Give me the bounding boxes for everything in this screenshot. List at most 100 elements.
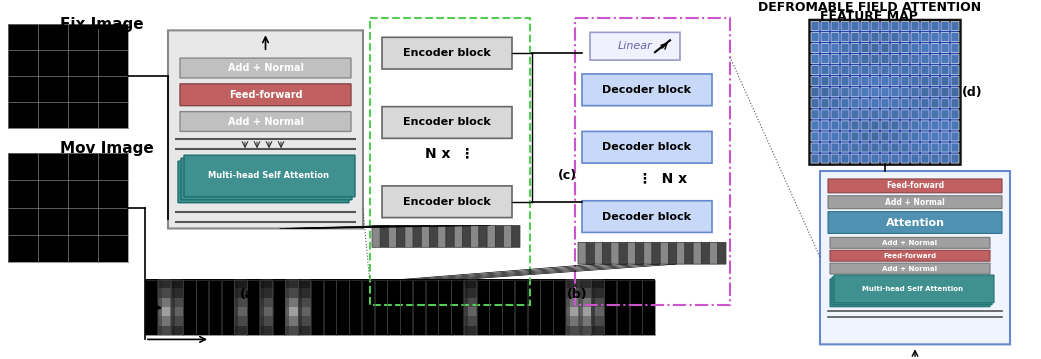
FancyBboxPatch shape xyxy=(881,99,889,108)
FancyBboxPatch shape xyxy=(931,33,939,42)
Text: positional encoding: positional encoding xyxy=(614,268,689,277)
FancyBboxPatch shape xyxy=(512,225,520,247)
FancyBboxPatch shape xyxy=(850,43,859,53)
FancyBboxPatch shape xyxy=(372,225,380,247)
FancyBboxPatch shape xyxy=(811,88,819,97)
FancyBboxPatch shape xyxy=(902,77,909,86)
FancyBboxPatch shape xyxy=(861,55,869,64)
Text: Add + Normal: Add + Normal xyxy=(228,63,304,73)
FancyBboxPatch shape xyxy=(911,110,919,119)
FancyBboxPatch shape xyxy=(850,154,859,163)
Text: Decoder block: Decoder block xyxy=(603,211,691,222)
Bar xyxy=(489,280,502,335)
FancyBboxPatch shape xyxy=(861,99,869,108)
FancyBboxPatch shape xyxy=(951,33,959,42)
FancyBboxPatch shape xyxy=(902,110,909,119)
FancyBboxPatch shape xyxy=(841,43,849,53)
FancyBboxPatch shape xyxy=(902,88,909,97)
FancyBboxPatch shape xyxy=(941,66,949,75)
FancyBboxPatch shape xyxy=(643,242,652,264)
FancyBboxPatch shape xyxy=(841,22,849,31)
FancyBboxPatch shape xyxy=(871,121,879,130)
FancyBboxPatch shape xyxy=(821,110,829,119)
Text: FEATURE MAP: FEATURE MAP xyxy=(820,10,918,23)
FancyBboxPatch shape xyxy=(941,55,949,64)
FancyBboxPatch shape xyxy=(881,143,889,152)
FancyBboxPatch shape xyxy=(861,66,869,75)
FancyBboxPatch shape xyxy=(941,110,949,119)
FancyBboxPatch shape xyxy=(941,121,949,130)
FancyBboxPatch shape xyxy=(902,43,909,53)
FancyBboxPatch shape xyxy=(850,88,859,97)
FancyBboxPatch shape xyxy=(871,55,879,64)
FancyBboxPatch shape xyxy=(951,88,959,97)
FancyBboxPatch shape xyxy=(931,43,939,53)
Bar xyxy=(451,280,463,335)
Bar xyxy=(324,280,336,335)
FancyBboxPatch shape xyxy=(931,77,939,86)
FancyBboxPatch shape xyxy=(881,43,889,53)
FancyBboxPatch shape xyxy=(603,242,611,264)
Bar xyxy=(298,280,310,335)
FancyBboxPatch shape xyxy=(931,154,939,163)
FancyBboxPatch shape xyxy=(831,55,839,64)
FancyBboxPatch shape xyxy=(841,66,849,75)
FancyBboxPatch shape xyxy=(828,196,1002,209)
FancyBboxPatch shape xyxy=(821,154,829,163)
FancyBboxPatch shape xyxy=(446,225,454,247)
Bar xyxy=(273,280,285,335)
FancyBboxPatch shape xyxy=(861,154,869,163)
FancyBboxPatch shape xyxy=(921,143,929,152)
FancyBboxPatch shape xyxy=(811,154,819,163)
Text: Add + Normal: Add + Normal xyxy=(883,240,938,246)
FancyBboxPatch shape xyxy=(931,88,939,97)
FancyBboxPatch shape xyxy=(911,22,919,31)
FancyBboxPatch shape xyxy=(811,110,819,119)
Bar xyxy=(234,280,247,335)
FancyBboxPatch shape xyxy=(582,74,712,106)
FancyBboxPatch shape xyxy=(831,154,839,163)
FancyBboxPatch shape xyxy=(841,121,849,130)
FancyBboxPatch shape xyxy=(821,121,829,130)
Text: DEFROMABLE FIELD ATTENTION: DEFROMABLE FIELD ATTENTION xyxy=(759,1,982,14)
FancyBboxPatch shape xyxy=(841,88,849,97)
Text: Decoder block: Decoder block xyxy=(603,142,691,152)
FancyBboxPatch shape xyxy=(921,99,929,108)
Bar xyxy=(196,280,208,335)
Text: (c): (c) xyxy=(557,169,577,182)
Bar xyxy=(247,280,259,335)
FancyBboxPatch shape xyxy=(841,77,849,86)
Bar xyxy=(565,280,578,335)
FancyBboxPatch shape xyxy=(881,154,889,163)
FancyBboxPatch shape xyxy=(911,132,919,141)
FancyBboxPatch shape xyxy=(850,33,859,42)
FancyBboxPatch shape xyxy=(951,66,959,75)
FancyBboxPatch shape xyxy=(921,88,929,97)
Bar xyxy=(158,280,170,335)
FancyBboxPatch shape xyxy=(861,43,869,53)
FancyBboxPatch shape xyxy=(850,55,859,64)
FancyBboxPatch shape xyxy=(668,242,677,264)
FancyBboxPatch shape xyxy=(921,154,929,163)
FancyBboxPatch shape xyxy=(180,58,351,78)
Bar xyxy=(604,280,616,335)
FancyBboxPatch shape xyxy=(382,107,512,138)
Bar xyxy=(579,280,590,335)
FancyBboxPatch shape xyxy=(811,121,819,130)
Bar xyxy=(463,280,476,335)
FancyBboxPatch shape xyxy=(821,66,829,75)
Bar xyxy=(349,280,361,335)
FancyBboxPatch shape xyxy=(911,55,919,64)
FancyBboxPatch shape xyxy=(921,66,929,75)
Bar xyxy=(311,280,323,335)
FancyBboxPatch shape xyxy=(660,242,668,264)
Text: ⋮  N x: ⋮ N x xyxy=(638,171,687,185)
FancyBboxPatch shape xyxy=(438,225,446,247)
FancyBboxPatch shape xyxy=(611,242,619,264)
FancyBboxPatch shape xyxy=(941,154,949,163)
FancyBboxPatch shape xyxy=(422,225,430,247)
FancyBboxPatch shape xyxy=(871,154,879,163)
FancyBboxPatch shape xyxy=(479,225,487,247)
FancyBboxPatch shape xyxy=(850,121,859,130)
FancyBboxPatch shape xyxy=(881,66,889,75)
